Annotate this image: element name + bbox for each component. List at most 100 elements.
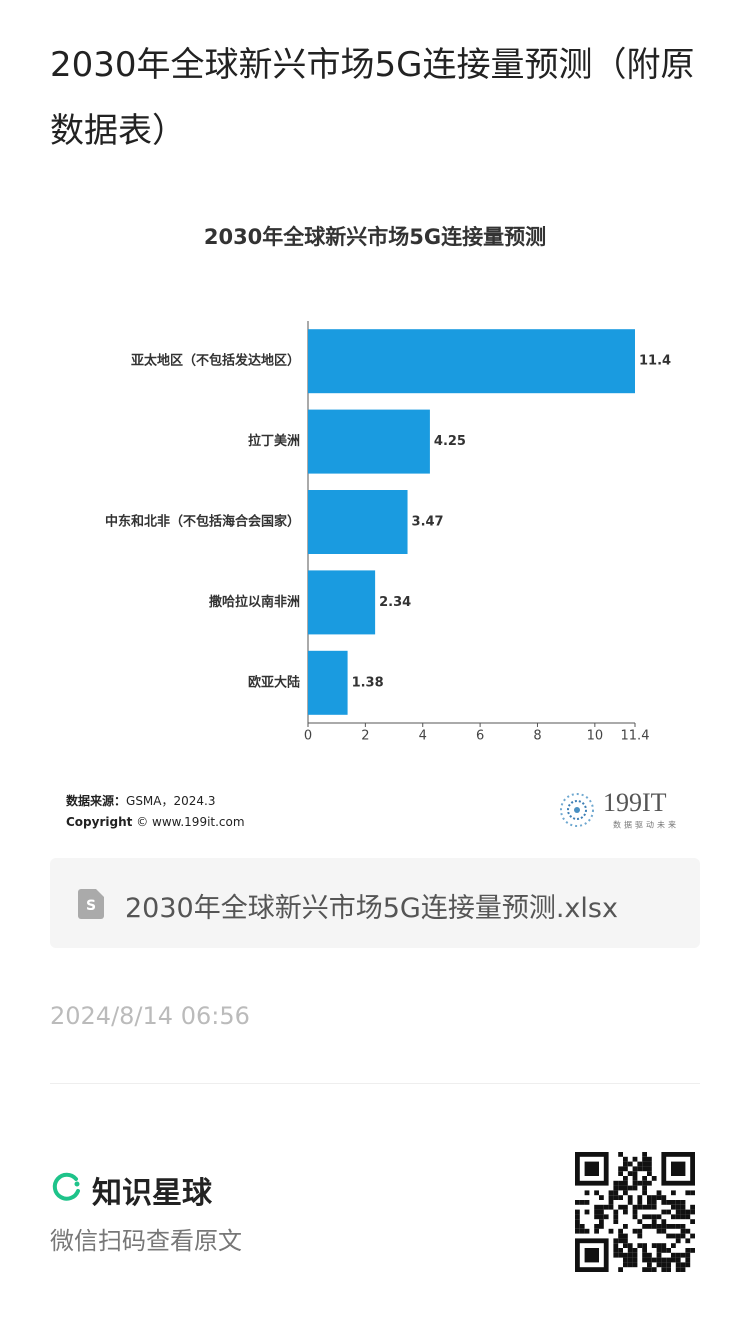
qr-module xyxy=(675,1214,681,1220)
y-tick-label: 亚太地区（不包括发达地区） xyxy=(131,353,300,369)
qr-module xyxy=(666,1248,671,1253)
qr-module xyxy=(594,1204,599,1210)
qr-module xyxy=(690,1204,695,1210)
qr-module xyxy=(637,1243,643,1248)
qr-module xyxy=(623,1252,628,1258)
qr-module xyxy=(647,1166,652,1172)
qr-module xyxy=(651,1243,657,1248)
qr-module xyxy=(613,1180,619,1186)
qr-module xyxy=(642,1180,647,1186)
qr-module xyxy=(637,1228,643,1234)
qr-module xyxy=(594,1214,599,1220)
logo: 199IT 数据驱动未来 xyxy=(560,788,679,830)
qr-module xyxy=(647,1156,652,1162)
logo-tagline: 数据驱动未来 xyxy=(613,820,679,830)
qr-module xyxy=(656,1228,662,1234)
qr-module xyxy=(599,1224,604,1229)
qr-module xyxy=(671,1200,676,1205)
qr-module xyxy=(608,1190,614,1196)
qr-module xyxy=(642,1152,647,1157)
qr-module xyxy=(603,1214,609,1220)
qr-module xyxy=(613,1252,619,1258)
y-tick-label: 撒哈拉以南非洲 xyxy=(209,594,300,610)
qr-module xyxy=(623,1161,628,1167)
qr-module xyxy=(685,1262,691,1268)
qr-module xyxy=(651,1195,657,1200)
qr-module xyxy=(618,1233,623,1239)
qr-module xyxy=(651,1224,657,1229)
qr-module xyxy=(623,1262,628,1268)
chart-title: 2030年全球新兴市场5G连接量预测 xyxy=(204,225,546,249)
qr-module xyxy=(651,1176,657,1181)
qr-module xyxy=(623,1156,628,1162)
qr-module xyxy=(680,1228,686,1234)
qr-module xyxy=(618,1185,623,1191)
bar xyxy=(308,409,430,474)
qr-module xyxy=(647,1171,652,1176)
qr-module xyxy=(656,1248,662,1253)
qr-module xyxy=(594,1228,599,1234)
chart: 2030年全球新兴市场5G连接量预测 0 2 4 6 8 10 11.4 亚太地区（不包括发达… xyxy=(105,225,671,744)
qr-module xyxy=(666,1257,671,1263)
page-title: 2030年全球新兴市场5G连接量预测（附原数据表） xyxy=(50,45,695,151)
x-tick-label: 10 xyxy=(587,729,604,744)
qr-module xyxy=(623,1185,628,1191)
qr-module xyxy=(671,1243,676,1248)
qr-module xyxy=(575,1200,580,1205)
qr-module xyxy=(680,1204,686,1210)
qr-module xyxy=(637,1180,643,1186)
value-label: 2.34 xyxy=(379,595,411,610)
qr-module xyxy=(637,1200,643,1205)
qr-module xyxy=(647,1161,652,1167)
qr-module xyxy=(637,1219,643,1224)
qr-module xyxy=(690,1248,695,1253)
qr-finder xyxy=(575,1152,609,1186)
qr-module xyxy=(618,1166,623,1172)
qr-module xyxy=(675,1252,681,1258)
qr-finder xyxy=(575,1238,609,1272)
qr-module xyxy=(685,1214,691,1220)
qr-module xyxy=(627,1248,633,1253)
qr-module xyxy=(661,1219,667,1224)
qr-module xyxy=(666,1262,671,1268)
qr-module xyxy=(599,1209,604,1215)
qr-module xyxy=(647,1204,652,1210)
qr-module xyxy=(642,1161,647,1167)
qr-module xyxy=(623,1233,628,1239)
qr-module xyxy=(594,1190,599,1196)
qr-module xyxy=(647,1252,652,1258)
qr-module xyxy=(623,1166,628,1172)
file-attachment[interactable]: S 2030年全球新兴市场5G连接量预测.xlsx xyxy=(50,858,700,948)
qr-module xyxy=(637,1166,643,1172)
qr-module xyxy=(656,1252,662,1258)
qr-module xyxy=(675,1267,681,1272)
qr-module xyxy=(647,1262,652,1268)
qr-module xyxy=(632,1156,638,1162)
qr-module xyxy=(637,1161,643,1167)
qr-module xyxy=(661,1243,667,1248)
qr-module xyxy=(637,1233,643,1239)
x-tick-label: 8 xyxy=(533,729,541,744)
qr-module xyxy=(675,1262,681,1268)
qr-module xyxy=(613,1185,619,1191)
qr-module xyxy=(618,1248,623,1253)
qr-module xyxy=(675,1233,681,1239)
qr-module xyxy=(685,1257,691,1263)
qr-module xyxy=(642,1257,647,1263)
qr-module xyxy=(632,1171,638,1176)
qr-module xyxy=(671,1252,676,1258)
qr-module xyxy=(632,1252,638,1258)
qr-module xyxy=(647,1200,652,1205)
qr-module xyxy=(632,1248,638,1253)
qr-module xyxy=(666,1209,671,1215)
qr-module xyxy=(627,1200,633,1205)
qr-code[interactable] xyxy=(575,1152,695,1272)
qr-module xyxy=(647,1180,652,1186)
brand-icon xyxy=(52,1172,80,1201)
qr-module xyxy=(661,1262,667,1268)
qr-module xyxy=(632,1204,638,1210)
qr-module xyxy=(579,1224,585,1229)
qr-module xyxy=(632,1214,638,1220)
qr-module xyxy=(575,1224,580,1229)
qr-module xyxy=(647,1195,652,1200)
